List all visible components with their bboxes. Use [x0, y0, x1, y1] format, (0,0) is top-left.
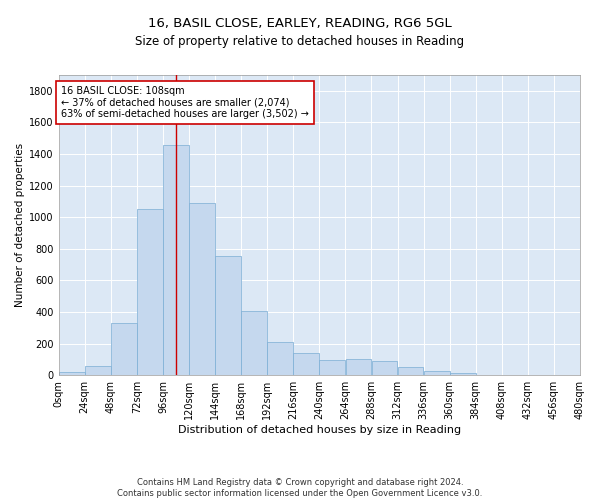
Bar	[450, 374, 476, 376]
Bar	[85, 366, 110, 376]
Bar	[111, 323, 137, 376]
Bar	[137, 210, 163, 376]
Bar	[293, 353, 319, 376]
Text: 16 BASIL CLOSE: 108sqm
← 37% of detached houses are smaller (2,074)
63% of semi-: 16 BASIL CLOSE: 108sqm ← 37% of detached…	[61, 86, 309, 120]
Text: Size of property relative to detached houses in Reading: Size of property relative to detached ho…	[136, 35, 464, 48]
Bar	[268, 342, 293, 376]
Bar	[424, 371, 449, 376]
X-axis label: Distribution of detached houses by size in Reading: Distribution of detached houses by size …	[178, 425, 461, 435]
Bar	[371, 362, 397, 376]
Bar	[215, 256, 241, 376]
Bar	[398, 368, 424, 376]
Bar	[59, 372, 85, 376]
Bar	[319, 360, 345, 376]
Bar	[476, 374, 502, 376]
Bar	[346, 358, 371, 376]
Bar	[163, 144, 189, 376]
Y-axis label: Number of detached properties: Number of detached properties	[15, 143, 25, 307]
Text: Contains HM Land Registry data © Crown copyright and database right 2024.
Contai: Contains HM Land Registry data © Crown c…	[118, 478, 482, 498]
Text: 16, BASIL CLOSE, EARLEY, READING, RG6 5GL: 16, BASIL CLOSE, EARLEY, READING, RG6 5G…	[148, 18, 452, 30]
Bar	[189, 203, 215, 376]
Bar	[502, 374, 528, 376]
Bar	[241, 310, 267, 376]
